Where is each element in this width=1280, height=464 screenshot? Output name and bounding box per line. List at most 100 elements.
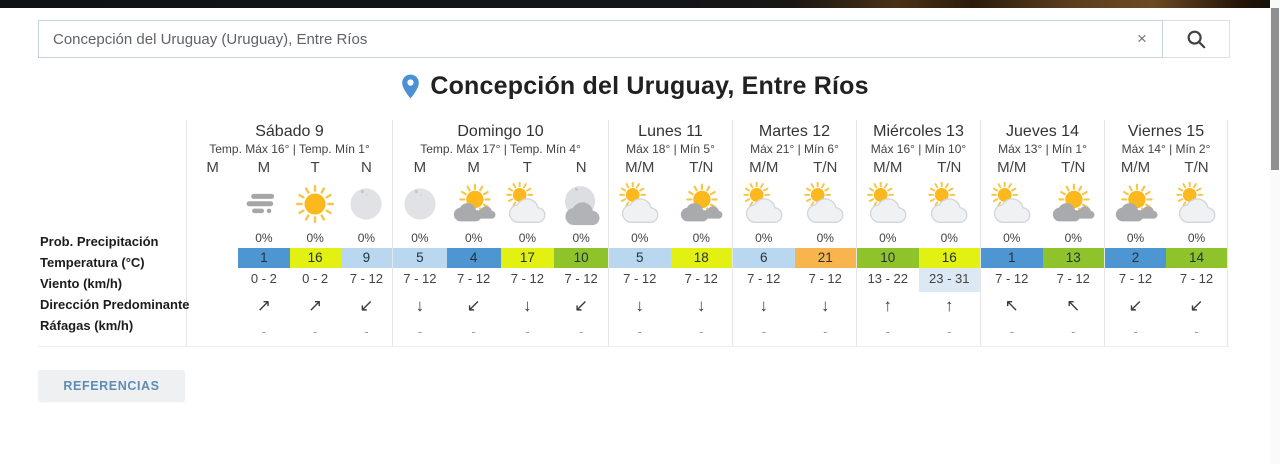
search-button[interactable] xyxy=(1163,20,1230,58)
temperature-cell: 10 xyxy=(857,248,919,268)
wind-direction-arrow-icon: ↙ xyxy=(466,296,481,315)
precip-probability: 0% xyxy=(255,231,273,245)
table-bottom-border xyxy=(38,346,1230,347)
wind-speed: 7 - 12 xyxy=(623,271,657,286)
page-header-image-strip xyxy=(0,0,1280,8)
sun-cloud-white-icon xyxy=(803,178,847,230)
precip-probability: 0% xyxy=(1187,231,1206,245)
temperature-cell: 17 xyxy=(500,248,555,268)
sun-cloud-white-icon xyxy=(1175,178,1219,230)
gusts-value: - xyxy=(823,324,828,339)
wind-direction-arrow-icon: ↙ xyxy=(359,296,374,315)
precip-probability: 0% xyxy=(306,231,324,245)
period-label: M/M xyxy=(749,159,779,176)
forecast-period: T/N 0% 13 7 - 12 ↖ - xyxy=(1042,158,1104,346)
period-label: M xyxy=(257,159,271,176)
sun-cloud-gray-icon xyxy=(1051,178,1095,230)
search-bar: × xyxy=(38,20,1230,58)
moon-icon xyxy=(398,178,442,230)
precip-probability: 0% xyxy=(1126,231,1145,245)
wind-speed: 7 - 12 xyxy=(1179,271,1214,286)
cloudy-night-icon xyxy=(559,178,603,230)
temperature-cell: 18 xyxy=(670,248,732,268)
wind-speed: 7 - 12 xyxy=(1056,271,1090,286)
day-minmax: Máx 21° | Mín 6° xyxy=(750,142,839,156)
precip-probability: 0% xyxy=(1003,231,1021,245)
wind-direction-arrow-icon: ↑ xyxy=(945,296,954,315)
precip-probability: 0% xyxy=(879,231,897,245)
wind-direction-arrow-icon: ↙ xyxy=(1128,296,1143,315)
row-label: Viento (km/h) xyxy=(40,276,123,291)
temperature-cell xyxy=(187,248,238,268)
forecast-period: M/M 0% 5 7 - 12 ↓ - xyxy=(609,158,671,346)
wind-speed: 7 - 12 xyxy=(349,271,383,286)
sun-cloud-gray-icon xyxy=(679,178,723,230)
forecast-period: N 0% 10 7 - 12 ↙ - xyxy=(554,158,608,346)
day-name: Viernes 15 xyxy=(1127,123,1205,140)
gusts-value: - xyxy=(699,324,704,339)
precip-probability: 0% xyxy=(411,231,429,245)
page-title-row: Concepción del Uruguay, Entre Ríos xyxy=(0,72,1270,101)
wind-direction-arrow-icon: ↓ xyxy=(635,296,645,315)
gusts-value: - xyxy=(947,324,952,339)
magnifier-icon xyxy=(1185,28,1207,50)
gusts-value: - xyxy=(1133,324,1138,339)
sun-cloud-white-icon xyxy=(505,178,549,230)
day-name: Miércoles 13 xyxy=(873,123,964,140)
day-column: Jueves 14 Máx 13° | Mín 1° M/M 0% 1 7 - … xyxy=(980,120,1104,346)
sun-cloud-white-icon xyxy=(618,178,662,230)
gusts-value: - xyxy=(885,324,890,339)
wind-speed: 7 - 12 xyxy=(457,271,491,286)
day-column: Lunes 11 Máx 18° | Mín 5° M/M 0% 5 7 - 1… xyxy=(608,120,732,346)
scrollbar-thumb[interactable] xyxy=(1271,8,1279,170)
wind-speed: 7 - 12 xyxy=(995,271,1029,286)
row-label: Temperatura (°C) xyxy=(40,255,145,270)
period-label: M xyxy=(467,159,480,176)
wind-speed: 7 - 12 xyxy=(403,271,437,286)
wind-direction-arrow-icon: ↓ xyxy=(415,296,425,315)
wind-direction-arrow-icon: ↖ xyxy=(1066,296,1081,315)
temperature-cell: 9 xyxy=(340,248,392,268)
precip-probability: 0% xyxy=(518,231,537,245)
forecast-period: T/N 0% 21 7 - 12 ↓ - xyxy=(794,158,856,346)
wind-speed: 0 - 2 xyxy=(250,271,277,286)
wind-direction-arrow-icon: ↗ xyxy=(308,296,323,315)
temperature-cell: 10 xyxy=(554,248,608,268)
forecast-period: T 0% 16 0 - 2 ↗ - xyxy=(289,158,341,346)
period-label: N xyxy=(360,159,372,176)
row-label: Prob. Precipitación xyxy=(40,234,159,249)
scrollbar-track[interactable] xyxy=(1270,0,1280,464)
gusts-value: - xyxy=(578,324,584,339)
day-column: Viernes 15 Máx 14° | Mín 2° M/M 0% 2 7 -… xyxy=(1104,120,1228,346)
forecast-period: M xyxy=(187,158,238,346)
period-label: T/N xyxy=(937,159,962,176)
temperature-cell: 13 xyxy=(1042,248,1104,268)
precip-probability: 0% xyxy=(755,231,773,245)
temperature-cell: 1 xyxy=(238,248,290,268)
temperature-cell: 21 xyxy=(794,248,856,268)
precip-probability: 0% xyxy=(631,231,649,245)
sun-cloud-gray-icon xyxy=(1114,178,1158,230)
wind-direction-arrow-icon: ↓ xyxy=(821,296,830,315)
search-input[interactable] xyxy=(38,20,1163,58)
row-label: Dirección Predominante xyxy=(40,297,190,312)
wind-direction-arrow-icon: ↓ xyxy=(523,296,532,315)
temperature-cell: 5 xyxy=(609,248,671,268)
temperature-cell: 4 xyxy=(446,248,501,268)
forecast-period: M/M 0% 2 7 - 12 ↙ - xyxy=(1105,158,1166,346)
wind-speed xyxy=(187,268,238,292)
wind-speed: 0 - 2 xyxy=(302,271,329,286)
gusts-value: - xyxy=(1009,324,1014,339)
period-label: T/N xyxy=(813,159,838,176)
forecast-period: M/M 0% 6 7 - 12 ↓ - xyxy=(733,158,795,346)
gusts-value: - xyxy=(471,324,476,339)
wind-direction-arrow-icon: ↓ xyxy=(759,296,769,315)
clear-search-button[interactable]: × xyxy=(1131,28,1153,50)
precip-probability: 0% xyxy=(940,231,958,245)
wind-direction-arrow-icon: ↙ xyxy=(574,296,589,315)
wind-speed: 7 - 12 xyxy=(747,271,781,286)
sun-cloud-gray-icon xyxy=(452,178,496,230)
period-label: T xyxy=(310,159,320,176)
references-button[interactable]: REFERENCIAS xyxy=(38,370,185,401)
wind-speed: 23 - 31 xyxy=(918,268,980,292)
